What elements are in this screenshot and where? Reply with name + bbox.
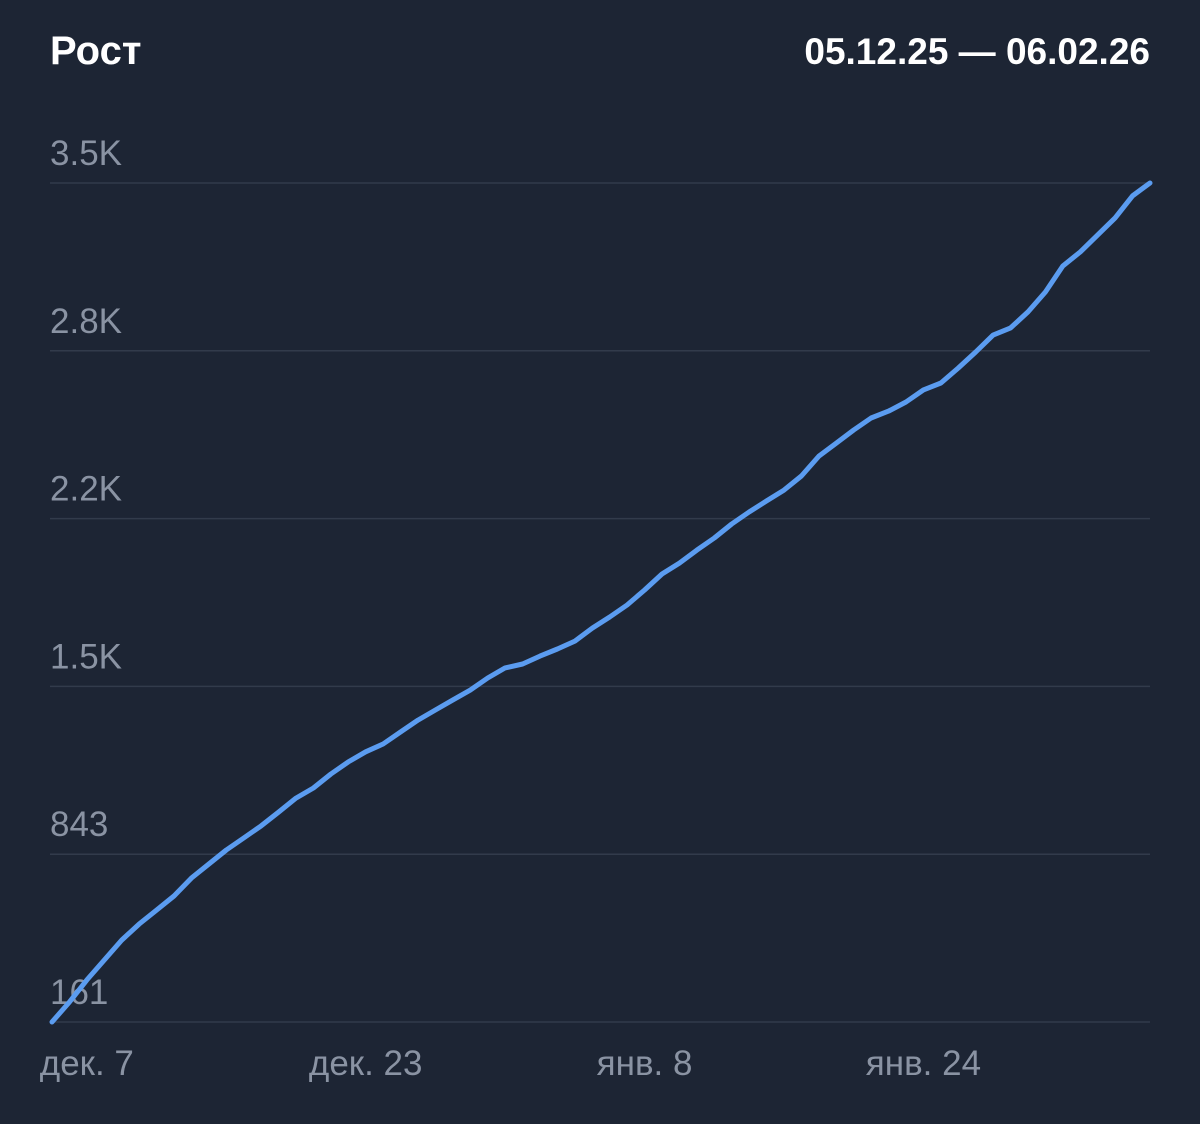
chart-title: Рост [50, 29, 141, 73]
x-tick-label: дек. 23 [309, 1044, 423, 1083]
y-tick-label: 2.2K [50, 470, 122, 509]
y-tick-label: 843 [50, 805, 108, 844]
x-tick-label: дек. 7 [40, 1044, 134, 1083]
date-range: 05.12.25 — 06.02.26 [804, 31, 1150, 72]
x-tick-label: янв. 8 [597, 1044, 693, 1083]
y-tick-label: 2.8K [50, 302, 122, 341]
y-tick-label: 1.5K [50, 637, 122, 676]
line [49, 180, 1153, 1025]
y-tick-label: 3.5K [50, 134, 122, 173]
x-tick-label: янв. 24 [866, 1044, 981, 1083]
